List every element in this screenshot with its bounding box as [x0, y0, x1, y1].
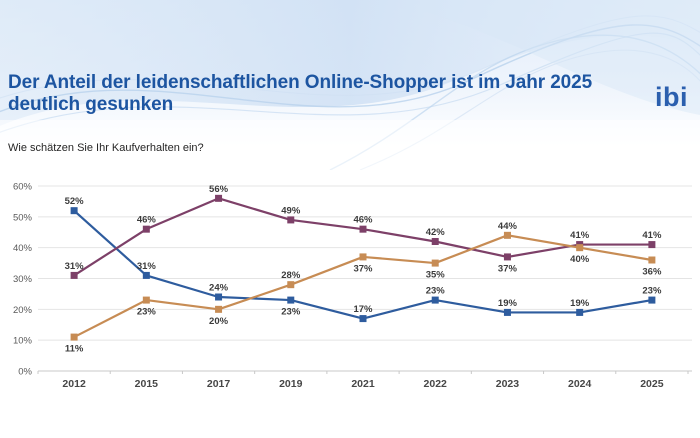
data-point-label-orange-series: 37% [353, 263, 373, 274]
x-tick-label: 2012 [62, 378, 86, 390]
ibi-logo: ibi [655, 82, 688, 112]
x-tick-label: 2021 [351, 378, 375, 390]
x-tick-label: 2023 [496, 378, 520, 390]
data-point-marker-plum-series [359, 225, 367, 233]
data-point-marker-blue-series [503, 308, 511, 316]
data-point-label-plum-series: 37% [498, 263, 518, 274]
data-point-marker-plum-series [142, 225, 150, 233]
data-point-label-orange-series: 40% [570, 254, 590, 265]
data-point-marker-plum-series [287, 216, 295, 224]
data-point-marker-blue-series [576, 308, 584, 316]
data-point-marker-orange-series [70, 333, 78, 341]
data-point-marker-blue-series [431, 296, 439, 304]
x-tick-label: 2019 [279, 378, 303, 390]
data-point-marker-orange-series [576, 244, 584, 252]
data-point-label-orange-series: 20% [209, 316, 229, 327]
line-chart: 0% 10% 20% 30% 40% 50% 60% 2012 2015 2017 2019 2021… [0, 168, 700, 418]
data-point-marker-blue-series [142, 271, 150, 279]
data-point-label-blue-series: 23% [281, 307, 301, 318]
data-point-marker-orange-series [359, 253, 367, 261]
data-point-marker-orange-series [431, 259, 439, 267]
y-tick-label: 0% [18, 367, 32, 378]
data-point-marker-orange-series [287, 281, 295, 289]
data-point-label-plum-series: 46% [353, 215, 373, 226]
data-point-label-blue-series: 19% [570, 298, 590, 309]
y-tick-label: 40% [13, 243, 33, 254]
data-point-label-plum-series: 42% [426, 227, 446, 238]
survey-question: Wie schätzen Sie Ihr Kaufverhalten ein? [8, 142, 204, 154]
data-point-label-plum-series: 31% [65, 261, 85, 272]
data-point-label-blue-series: 23% [426, 286, 446, 297]
data-point-label-orange-series: 28% [281, 270, 301, 281]
data-point-marker-plum-series [503, 253, 511, 261]
data-point-label-plum-series: 41% [642, 230, 662, 241]
data-point-label-orange-series: 11% [65, 344, 84, 355]
data-point-label-plum-series: 56% [209, 184, 229, 195]
y-tick-label: 20% [13, 305, 33, 316]
data-point-label-blue-series: 24% [209, 283, 229, 294]
y-tick-label: 50% [13, 212, 33, 223]
data-point-label-orange-series: 36% [642, 267, 662, 278]
data-point-marker-plum-series [431, 238, 439, 245]
data-point-label-blue-series: 17% [353, 304, 373, 315]
x-tick-label: 2022 [424, 378, 448, 390]
data-point-label-plum-series: 49% [281, 205, 301, 216]
data-point-marker-plum-series [70, 271, 78, 279]
data-point-marker-blue-series [70, 207, 78, 215]
y-tick-label: 30% [13, 274, 33, 285]
data-point-marker-blue-series [648, 296, 656, 304]
data-point-label-plum-series: 46% [137, 215, 157, 226]
data-point-label-orange-series: 23% [137, 307, 157, 318]
data-point-label-blue-series: 23% [642, 286, 662, 297]
data-point-marker-orange-series [503, 231, 511, 239]
data-point-marker-orange-series [215, 305, 223, 313]
data-point-label-plum-series: 41% [570, 230, 590, 241]
x-tick-label: 2025 [640, 378, 664, 390]
y-tick-label: 10% [13, 336, 33, 347]
data-point-marker-blue-series [287, 296, 295, 304]
data-point-marker-orange-series [142, 296, 150, 304]
data-point-label-blue-series: 52% [65, 196, 85, 207]
x-tick-label: 2015 [135, 378, 159, 390]
data-point-marker-plum-series [215, 194, 223, 202]
data-point-label-blue-series: 31% [137, 261, 157, 272]
data-point-marker-blue-series [215, 293, 223, 301]
chart-canvas: 0% 10% 20% 30% 40% 50% 60% 2012 2015 2017 2019 2021… [13, 182, 692, 390]
data-point-marker-plum-series [648, 241, 656, 249]
data-point-label-blue-series: 19% [498, 298, 518, 309]
data-point-label-orange-series: 35% [426, 270, 446, 281]
x-tick-label: 2024 [568, 378, 592, 390]
data-point-marker-blue-series [359, 315, 367, 323]
x-tick-label: 2017 [207, 378, 231, 390]
data-point-marker-orange-series [648, 256, 656, 264]
y-tick-label: 60% [13, 182, 33, 193]
page-title: Der Anteil der leidenschaftlichen Online… [8, 72, 593, 116]
data-point-label-orange-series: 44% [498, 221, 518, 232]
